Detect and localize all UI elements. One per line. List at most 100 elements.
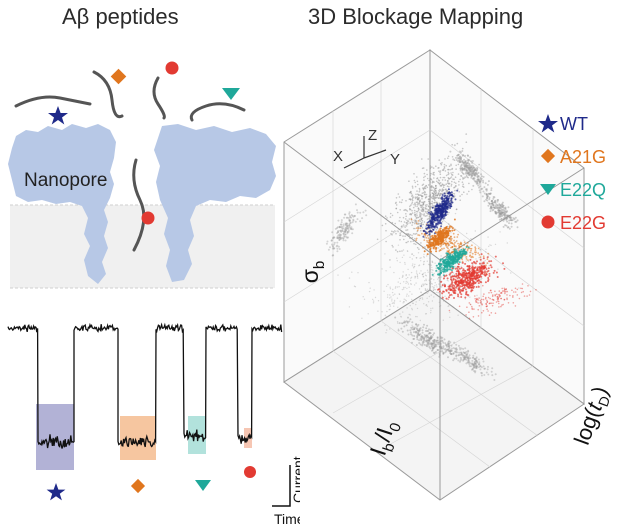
scatter-point bbox=[486, 195, 489, 198]
scatter-point bbox=[486, 262, 489, 264]
scatter-point bbox=[473, 169, 476, 172]
scatter-point bbox=[344, 229, 347, 232]
scatter-point bbox=[336, 244, 339, 247]
scatter-point bbox=[461, 166, 464, 169]
scatter-point bbox=[475, 361, 478, 364]
scatter-point bbox=[418, 329, 421, 331]
scatter-point bbox=[454, 347, 457, 350]
scatter-point bbox=[415, 217, 418, 219]
scatter-point bbox=[464, 176, 467, 179]
scatter-point bbox=[391, 291, 394, 294]
scatter-point bbox=[482, 284, 484, 287]
scatter-point bbox=[497, 214, 500, 217]
scatter-point bbox=[416, 338, 419, 341]
scatter-point bbox=[437, 179, 440, 181]
scatter-point bbox=[446, 348, 449, 351]
scatter-point bbox=[433, 352, 436, 355]
scatter-point bbox=[431, 185, 433, 187]
scatter-point bbox=[516, 219, 519, 222]
scatter-point bbox=[451, 143, 454, 146]
scatter-point bbox=[461, 250, 464, 253]
scatter-point bbox=[449, 168, 451, 171]
scatter-point bbox=[431, 328, 434, 331]
scatter-point bbox=[457, 293, 459, 296]
scatter-point bbox=[393, 271, 395, 274]
scatter-point bbox=[406, 223, 409, 225]
scatter-point bbox=[502, 262, 504, 265]
scatter-point bbox=[448, 285, 451, 287]
scatter-point bbox=[425, 185, 428, 187]
scatter-point bbox=[336, 227, 338, 230]
scatter-point bbox=[415, 270, 418, 272]
scatter-point bbox=[418, 234, 421, 237]
scatter-point bbox=[453, 291, 456, 294]
scatter-point bbox=[459, 199, 462, 201]
scatter-point bbox=[428, 337, 431, 340]
scatter-point bbox=[431, 348, 434, 351]
scatter-point bbox=[445, 225, 448, 228]
scatter-point bbox=[437, 209, 439, 212]
scatter-point bbox=[429, 247, 432, 250]
scatter-point bbox=[431, 349, 433, 352]
scatter-point bbox=[420, 339, 423, 342]
scatter-point bbox=[474, 249, 477, 252]
scatter-point bbox=[465, 260, 467, 262]
scatter-point bbox=[424, 215, 427, 217]
scatter-point bbox=[414, 277, 416, 279]
scatter-point bbox=[466, 165, 469, 168]
scatter-point bbox=[441, 340, 444, 343]
scatter-point bbox=[426, 213, 429, 215]
scatter-point bbox=[432, 228, 435, 231]
scatter-point bbox=[413, 267, 415, 269]
scatter-point bbox=[435, 235, 438, 238]
scatter-point bbox=[503, 298, 506, 301]
scatter-point bbox=[458, 267, 461, 270]
scatter-point bbox=[468, 168, 470, 170]
scatter-point bbox=[500, 206, 503, 208]
scatter-point bbox=[465, 162, 467, 164]
scatter-point bbox=[457, 242, 459, 245]
scatter-point bbox=[345, 224, 348, 227]
scatter-point bbox=[475, 173, 477, 176]
scatter-point bbox=[487, 192, 490, 195]
scatter-point bbox=[448, 345, 450, 348]
scatter-point bbox=[479, 365, 482, 368]
scatter-point bbox=[338, 233, 341, 236]
scatter-point bbox=[470, 286, 473, 289]
scatter-point bbox=[394, 293, 396, 295]
scatter-point bbox=[409, 318, 412, 321]
scatter-point bbox=[491, 201, 494, 204]
scatter-point bbox=[491, 202, 494, 205]
scatter-point bbox=[501, 212, 504, 214]
scatter-point bbox=[463, 276, 466, 279]
scatter-point bbox=[500, 218, 503, 221]
scatter-point bbox=[493, 269, 496, 272]
scatter-point bbox=[507, 302, 510, 304]
scatter-point bbox=[428, 295, 431, 298]
scatter-point bbox=[357, 272, 359, 274]
scatter-point bbox=[447, 192, 450, 195]
scatter-point bbox=[455, 159, 458, 161]
scatter-point bbox=[416, 213, 418, 215]
scatter-point bbox=[459, 155, 461, 158]
peptide-e22q bbox=[189, 102, 246, 122]
scatter-point bbox=[446, 343, 449, 346]
scatter-point bbox=[431, 344, 433, 347]
scatter-point bbox=[498, 206, 501, 209]
scatter-point bbox=[448, 305, 450, 307]
scatter-point bbox=[344, 230, 347, 233]
scatter-point bbox=[526, 295, 528, 297]
scatter-point bbox=[455, 240, 458, 242]
scatter-point bbox=[465, 169, 468, 172]
scatter-point bbox=[445, 164, 448, 167]
scatter-point bbox=[501, 203, 504, 205]
scatter-point bbox=[444, 213, 447, 215]
scatter-point bbox=[447, 341, 450, 344]
scatter-point bbox=[430, 312, 432, 314]
scatter-point bbox=[438, 301, 440, 304]
scatter-point bbox=[400, 230, 403, 233]
scatter-point bbox=[433, 237, 436, 240]
scatter-point bbox=[340, 223, 343, 226]
scatter-point bbox=[451, 168, 453, 171]
scatter-point bbox=[428, 243, 431, 246]
